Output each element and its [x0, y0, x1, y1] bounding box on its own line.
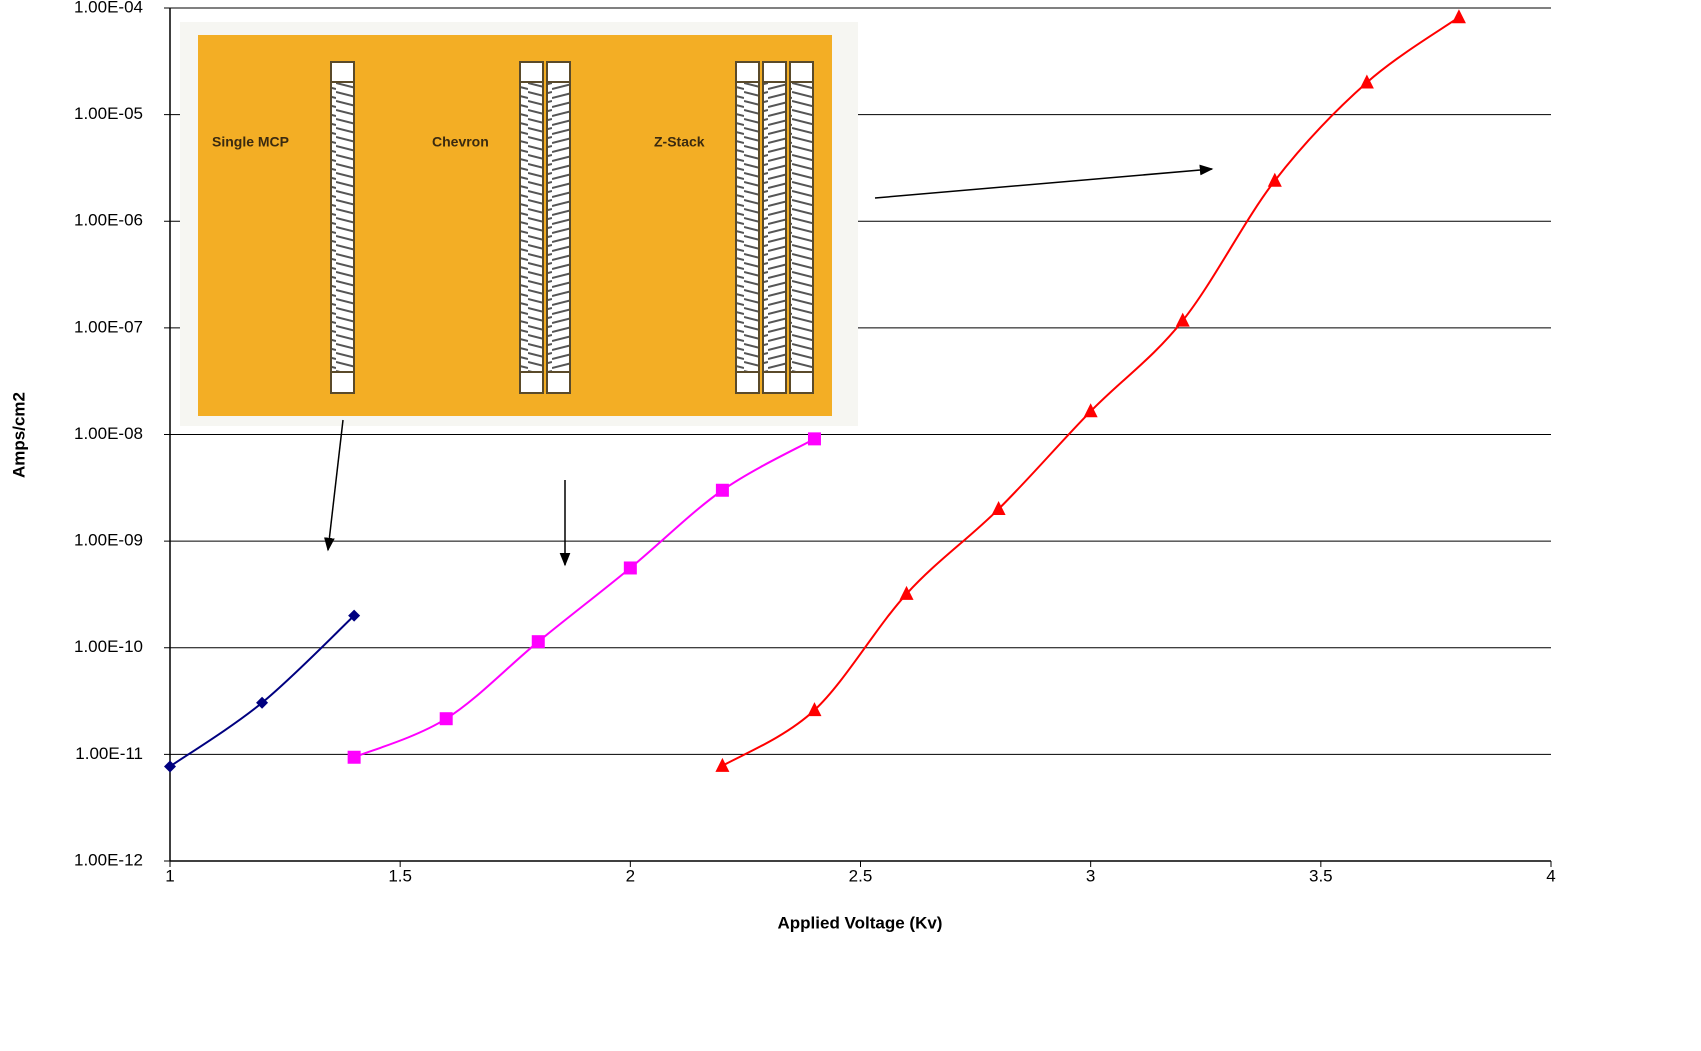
- point: [1452, 9, 1466, 23]
- y-tick-label: 1.00E-08: [74, 424, 143, 443]
- point: [532, 635, 545, 648]
- x-tick-label: 1: [165, 866, 174, 885]
- y-axis-label: Amps/cm2: [9, 392, 28, 478]
- x-tick-label: 1.5: [388, 866, 412, 885]
- y-tick-label: 1.00E-11: [75, 744, 143, 763]
- y-tick-label: 1.00E-06: [74, 211, 143, 230]
- x-tick-label: 4: [1546, 866, 1555, 885]
- point: [1360, 75, 1374, 89]
- chart: Single MCP Chevron Z-Stack Applied Volta…: [0, 0, 1701, 1051]
- series-line: [354, 439, 814, 757]
- point: [808, 432, 821, 445]
- inset-image: Single MCP Chevron Z-Stack: [180, 22, 858, 426]
- point: [716, 484, 729, 497]
- y-tick-label: 1.00E-07: [74, 317, 143, 336]
- y-tick-label: 1.00E-04: [74, 0, 143, 16]
- annotation: Z-Stack: [654, 134, 705, 150]
- point: [348, 751, 361, 764]
- annotation: Chevron: [432, 134, 489, 150]
- point: [715, 758, 729, 772]
- x-tick-label: 2.5: [849, 866, 873, 885]
- x-tick-label: 2: [626, 866, 635, 885]
- point: [164, 760, 176, 772]
- x-tick-label: 3: [1086, 866, 1095, 885]
- x-tick-label: 3.5: [1309, 866, 1333, 885]
- arrow: [875, 169, 1212, 198]
- point: [440, 712, 453, 725]
- x-axis-label: Applied Voltage (Kv): [778, 913, 943, 932]
- arrow: [328, 420, 343, 550]
- y-tick-label: 1.00E-09: [74, 531, 143, 550]
- point: [624, 561, 637, 574]
- y-tick-label: 1.00E-12: [74, 850, 143, 869]
- y-tick-label: 1.00E-05: [74, 104, 143, 123]
- y-tick-label: 1.00E-10: [74, 637, 143, 656]
- annotation: Single MCP: [212, 134, 289, 150]
- series-line: [170, 616, 354, 767]
